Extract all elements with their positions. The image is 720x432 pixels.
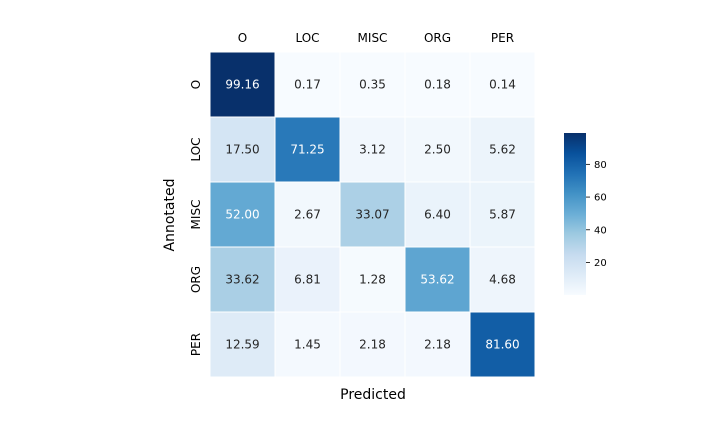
heatmap-cell-label: 2.18 (424, 338, 451, 352)
x-tick-label: MISC (358, 31, 388, 45)
heatmap-cell-label: 53.62 (420, 273, 454, 287)
heatmap-cell (339, 51, 406, 118)
y-tick-label: MISC (189, 200, 203, 230)
colorbar-tick-label: 60 (594, 193, 607, 204)
heatmap-cell (209, 311, 276, 378)
heatmap-cell (404, 246, 471, 313)
heatmap-cell (274, 51, 341, 118)
heatmap-cell (469, 116, 536, 183)
heatmap-cell (209, 246, 276, 313)
x-tick-label: ORG (424, 31, 451, 45)
heatmap-cell-label: 2.50 (424, 143, 451, 157)
heatmap-cell-label: 1.45 (294, 338, 321, 352)
heatmap-cell-label: 4.68 (489, 273, 516, 287)
x-tick-label: O (238, 31, 247, 45)
x-axis-tick-labels: O LOC MISC ORG PER (238, 31, 514, 45)
heatmap-cell-label: 2.67 (294, 208, 321, 222)
heatmap-cell (339, 311, 406, 378)
x-tick-label: LOC (295, 31, 319, 45)
heatmap-cell (274, 246, 341, 313)
heatmap-cell (404, 51, 471, 118)
y-tick-label: LOC (189, 137, 203, 161)
heatmap-cell-label: 33.07 (355, 208, 389, 222)
heatmap-cell-label: 1.28 (359, 273, 386, 287)
y-axis-tick-labels: O LOC MISC ORG PER (189, 80, 203, 356)
heatmap-cell-label: 0.35 (359, 78, 386, 92)
colorbar-gradient (564, 133, 586, 295)
heatmap-cell-label: 0.14 (489, 78, 516, 92)
colorbar-tick-label: 20 (594, 258, 607, 269)
x-tick-label: PER (491, 31, 514, 45)
heatmap-cell (469, 311, 536, 378)
x-axis-label: Predicted (340, 387, 406, 403)
heatmap-cell-label: 5.87 (489, 208, 516, 222)
heatmap-cell-label: 71.25 (290, 143, 324, 157)
heatmap-cell-label: 3.12 (359, 143, 386, 157)
heatmap-cell-label: 17.50 (225, 143, 259, 157)
heatmap-cell-label: 99.16 (225, 78, 259, 92)
heatmap-cell (404, 181, 471, 248)
heatmap-cell-label: 2.18 (359, 338, 386, 352)
heatmap-cell-labels: 99.16 0.17 0.35 0.18 0.14 17.50 71.25 3.12 2.50 5… (225, 78, 519, 352)
heatmap-cell (469, 181, 536, 248)
heatmap-cells (209, 51, 536, 378)
heatmap-cell-label: 12.59 (225, 338, 259, 352)
heatmap-cell (209, 51, 276, 118)
heatmap-cell (339, 116, 406, 183)
colorbar-tick-label: 80 (594, 160, 607, 171)
heatmap-cell (469, 246, 536, 313)
heatmap-cell-label: 0.17 (294, 78, 321, 92)
colorbar: 20 40 60 80 (564, 133, 607, 295)
heatmap-cell-label: 0.18 (424, 78, 451, 92)
heatmap-cell (339, 246, 406, 313)
y-tick-label: ORG (189, 266, 203, 293)
y-tick-label: O (189, 80, 203, 89)
heatmap-cell-label: 81.60 (485, 338, 519, 352)
colorbar-ticks: 20 40 60 80 (586, 160, 607, 269)
heatmap-cell-label: 33.62 (225, 273, 259, 287)
heatmap-cell (274, 181, 341, 248)
heatmap-cell-label: 52.00 (225, 208, 259, 222)
heatmap-cell-label: 6.81 (294, 273, 321, 287)
heatmap-cell-label: 5.62 (489, 143, 516, 157)
y-tick-label: PER (189, 333, 203, 356)
heatmap-cell-label: 6.40 (424, 208, 451, 222)
y-axis-label: Annotated (162, 179, 178, 252)
heatmap-cell (209, 116, 276, 183)
heatmap-cell (274, 311, 341, 378)
colorbar-tick-label: 40 (594, 225, 607, 236)
